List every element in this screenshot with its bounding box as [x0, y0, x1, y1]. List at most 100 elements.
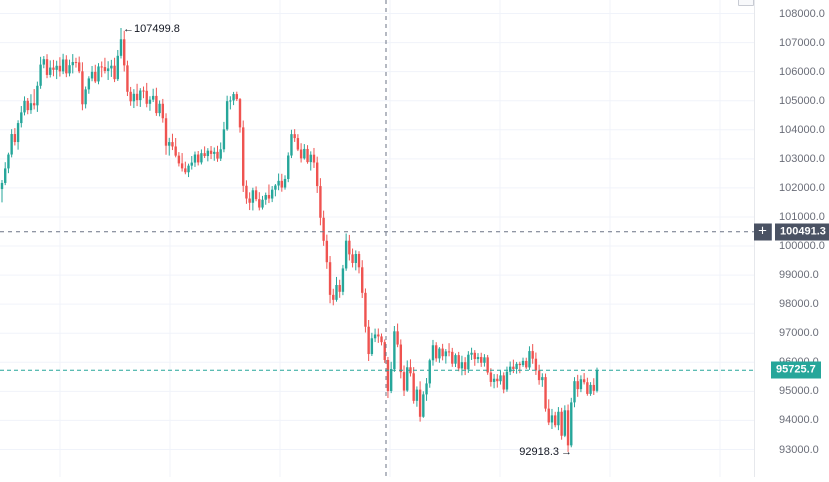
candle [508, 361, 512, 376]
candle-body [293, 134, 296, 139]
candle-body [106, 68, 110, 71]
candle [454, 353, 457, 368]
candle [534, 352, 538, 375]
candle [389, 361, 393, 394]
candle-body [232, 94, 235, 101]
candle [113, 57, 116, 83]
candle [229, 96, 232, 110]
candle-body [58, 65, 62, 72]
candle-body [473, 352, 476, 360]
candle-body [338, 285, 341, 292]
candle-body [380, 336, 383, 343]
candle-body [61, 59, 65, 72]
candle [306, 145, 309, 164]
candle-body [586, 382, 589, 394]
candle-body [129, 91, 132, 102]
candle [586, 377, 589, 396]
candle [348, 234, 351, 261]
candle [280, 173, 284, 192]
candle-body [55, 65, 58, 70]
candle [505, 366, 509, 392]
candle [328, 256, 332, 304]
candle [264, 192, 267, 205]
candle-body [525, 360, 528, 368]
candle-body [68, 65, 71, 74]
candle [225, 95, 229, 131]
candle [29, 94, 33, 114]
candle-body [32, 103, 36, 106]
candle [129, 86, 132, 106]
candle [90, 65, 94, 82]
candle-body [447, 351, 451, 353]
candle-body [119, 39, 123, 56]
candle [303, 144, 306, 160]
candle-body [258, 199, 261, 208]
candle-body [547, 408, 550, 423]
candle-body [515, 363, 518, 369]
candle-body [486, 357, 489, 373]
candle [361, 260, 364, 298]
candle-body [164, 118, 168, 146]
candle [196, 150, 200, 166]
candle-body [396, 331, 399, 345]
candle [65, 55, 68, 78]
candle [74, 57, 78, 68]
candle [418, 381, 422, 422]
candle-body [171, 142, 174, 147]
candle [219, 142, 222, 162]
candle [550, 408, 554, 429]
candle-body [370, 338, 374, 355]
candle-body [145, 90, 148, 104]
candlestick-chart[interactable]: ← 107499.8 92918.3 → [0, 0, 754, 477]
candle [566, 404, 570, 452]
candle-body [499, 375, 502, 382]
candle [270, 186, 274, 203]
low-marker-arrow: → [561, 446, 572, 458]
candle [451, 347, 454, 367]
candle-body [151, 95, 155, 100]
candle [573, 377, 576, 408]
candle [383, 339, 386, 363]
candle [10, 129, 13, 158]
candle-body [537, 370, 541, 381]
candle-body [428, 360, 431, 384]
candle-body [406, 367, 409, 391]
candle-body [238, 99, 242, 128]
candle-body [451, 351, 454, 364]
candle-body [123, 39, 126, 66]
candle [13, 128, 17, 146]
candle-body [467, 354, 470, 370]
candle [544, 373, 547, 412]
candle [32, 89, 36, 110]
candle-body [412, 373, 415, 401]
chart-area[interactable]: ← 107499.8 92918.3 → [0, 0, 754, 477]
candle [438, 347, 441, 363]
add-alert-plus-button[interactable]: + [754, 223, 772, 241]
candle [377, 328, 380, 343]
candle [242, 120, 245, 192]
candle [537, 364, 541, 385]
candle-body [280, 180, 284, 188]
candle [274, 184, 277, 197]
candle [521, 357, 525, 367]
candle-body [389, 369, 393, 392]
candle-body [521, 360, 525, 366]
candle [174, 137, 177, 158]
candle [7, 152, 10, 174]
candle-body [312, 154, 316, 163]
candle [476, 353, 480, 364]
candle-body [357, 253, 361, 268]
candle-body [225, 101, 229, 130]
scale-settings-button[interactable] [738, 0, 754, 6]
candle [332, 288, 335, 306]
candle-body [29, 103, 33, 111]
candle [119, 28, 123, 59]
candle [135, 83, 139, 107]
candle [193, 151, 197, 167]
candle-body [351, 254, 354, 263]
candle-body [444, 351, 448, 357]
candle [367, 320, 370, 361]
candle [148, 96, 152, 111]
candle [261, 195, 264, 210]
price-tick-label: 106000.0 [779, 65, 825, 78]
